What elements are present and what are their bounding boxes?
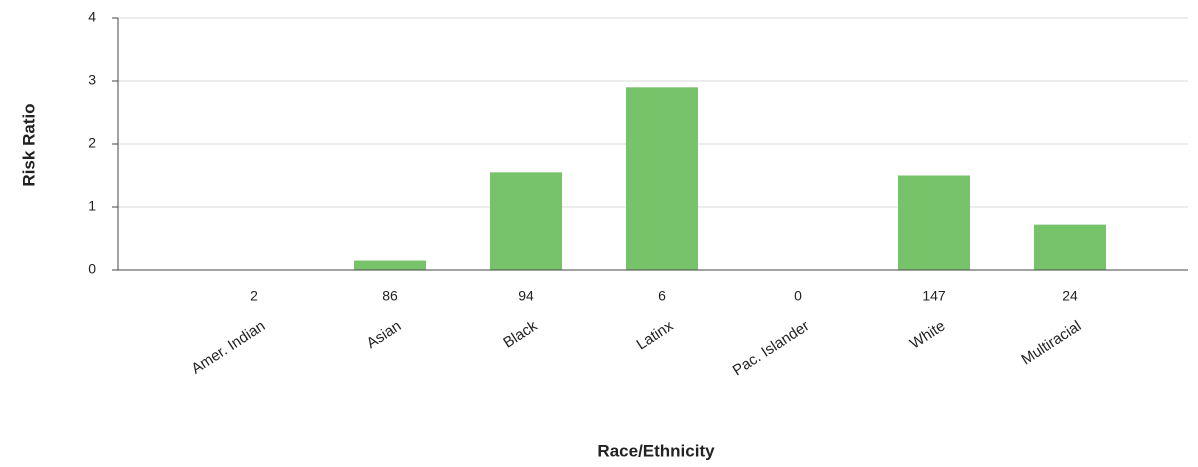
bar xyxy=(354,260,426,270)
x-axis-title: Race/Ethnicity xyxy=(597,441,715,460)
x-tick-label: Asian xyxy=(364,317,405,352)
x-tick-label: Amer. Indian xyxy=(188,317,268,377)
y-tick-label: 0 xyxy=(88,261,96,277)
bar xyxy=(1034,224,1106,270)
bar xyxy=(898,175,970,270)
y-tick-label: 4 xyxy=(88,9,96,25)
count-label: 2 xyxy=(250,288,258,304)
x-tick-label: Latinx xyxy=(634,317,677,353)
count-label: 147 xyxy=(922,288,946,304)
x-tick-label: Black xyxy=(500,317,540,352)
count-label: 86 xyxy=(382,288,398,304)
y-tick-label: 3 xyxy=(88,72,96,88)
bar xyxy=(490,172,562,270)
x-tick-label: White xyxy=(907,317,948,352)
x-tick-label: Pac. Islander xyxy=(730,317,813,379)
y-axis-title: Risk Ratio xyxy=(19,103,38,186)
x-tick-label: Multiracial xyxy=(1018,317,1084,368)
count-label: 94 xyxy=(518,288,534,304)
y-tick-label: 1 xyxy=(88,198,96,214)
count-label: 0 xyxy=(794,288,802,304)
count-label: 6 xyxy=(658,288,666,304)
bar xyxy=(626,87,698,270)
y-tick-label: 2 xyxy=(88,135,96,151)
count-label: 24 xyxy=(1062,288,1078,304)
